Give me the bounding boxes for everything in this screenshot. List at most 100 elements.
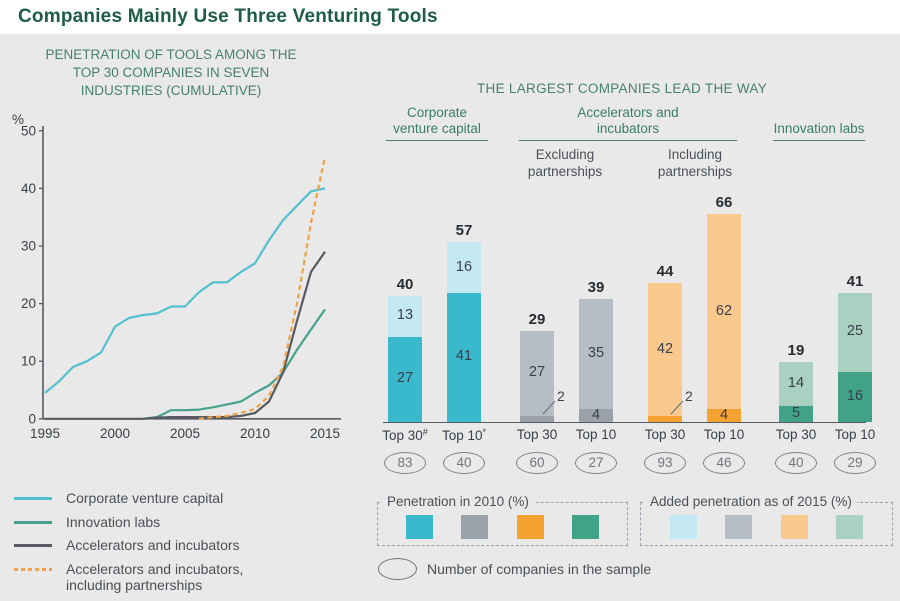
line-series-2 bbox=[45, 251, 326, 420]
bar-segment-added-2015 bbox=[779, 362, 813, 407]
sample-size-oval: 83 bbox=[384, 452, 426, 474]
sample-size-value: 83 bbox=[397, 455, 413, 470]
line-legend-item-1: Innovation labs bbox=[14, 514, 296, 531]
subheader-excluding-partnerships: Excluding partnerships bbox=[527, 147, 603, 179]
bar-added-value: 42 bbox=[656, 340, 674, 357]
group-header-accelerators: Accelerators and incubators bbox=[519, 102, 737, 141]
line-chart-title: PENETRATION OF TOOLS AMONG THE TOP 30 CO… bbox=[45, 47, 297, 98]
line-legend-label: Innovation labs bbox=[66, 513, 161, 530]
bar-base-value: 4 bbox=[719, 406, 729, 423]
line-legend-item-2: Accelerators and incubators bbox=[14, 537, 296, 554]
legend-swatches-2010 bbox=[378, 503, 627, 545]
bar-added-value: 14 bbox=[787, 375, 805, 392]
legend-box-2015: Added penetration as of 2015 (%) bbox=[640, 494, 893, 546]
group-header-innovation-labs-label: Innovation labs bbox=[773, 121, 865, 136]
line-swatch-icon bbox=[14, 520, 52, 524]
bar-segment-2010 bbox=[520, 415, 554, 422]
group-header-innovation-labs: Innovation labs bbox=[773, 102, 865, 141]
sample-oval-icon bbox=[378, 558, 417, 580]
bar-added-value: 27 bbox=[528, 364, 546, 381]
bar-x-label: Top 30# bbox=[382, 427, 428, 443]
bar-chart-baseline bbox=[383, 421, 866, 423]
sample-legend-label: Number of companies in the sample bbox=[427, 561, 652, 577]
line-legend-label: Accelerators and incubators bbox=[66, 537, 240, 553]
bar-base-value-callout: 2 bbox=[557, 387, 565, 404]
x-tick-label: 2010 bbox=[240, 426, 270, 441]
swatch-2010-icon bbox=[516, 515, 544, 539]
sample-size-value: 40 bbox=[456, 455, 472, 470]
sample-legend: Number of companies in the sample bbox=[378, 558, 651, 580]
bar-segment-added-2015 bbox=[447, 242, 481, 293]
swatch-2010-icon bbox=[406, 515, 434, 539]
y-tick-label: 30 bbox=[21, 239, 36, 254]
callout-line-icon bbox=[542, 400, 556, 415]
bar-segment-added-2015 bbox=[579, 299, 613, 410]
legend-swatches-2015 bbox=[641, 503, 892, 545]
sample-size-oval: 93 bbox=[644, 452, 686, 474]
y-tick-label: 10 bbox=[21, 354, 36, 369]
bar-x-label: Top 10 bbox=[575, 427, 617, 442]
bar-base-value: 4 bbox=[591, 406, 601, 423]
y-axis-unit-label: % bbox=[12, 112, 24, 127]
bar-segment-2010 bbox=[579, 409, 613, 422]
bar-base-value: 16 bbox=[846, 387, 864, 404]
bar-total-label: 44 bbox=[656, 263, 674, 281]
bar-total-label: 66 bbox=[715, 194, 733, 212]
bar-segment-added-2015 bbox=[388, 296, 422, 337]
legend-box-2010: Penetration in 2010 (%) bbox=[377, 494, 628, 546]
bar-added-value: 25 bbox=[846, 323, 864, 340]
bar-total-label: 57 bbox=[455, 222, 473, 240]
penetration-line-chart: % 0 10 20 30 40 50 1995 2000 2005 2010 2015 bbox=[12, 112, 341, 441]
group-header-cvc-label: Corporate venture capital bbox=[393, 105, 481, 136]
bar-x-label: Top 10* bbox=[441, 427, 487, 443]
bar-added-value: 16 bbox=[455, 258, 473, 275]
bar-x-label: Top 30 bbox=[644, 427, 686, 442]
sample-size-value: 27 bbox=[588, 455, 604, 470]
sample-size-oval: 60 bbox=[516, 452, 558, 474]
bar-base-value: 41 bbox=[455, 348, 473, 365]
swatch-2015-icon bbox=[780, 515, 808, 539]
line-legend-label: Accelerators and incubators, including p… bbox=[66, 560, 244, 594]
y-tick-label: 0 bbox=[28, 411, 36, 426]
legend-box-2010-label: Penetration in 2010 (%) bbox=[382, 494, 534, 509]
bar-total-label: 40 bbox=[396, 276, 414, 293]
group-header-cvc: Corporate venture capital bbox=[386, 102, 488, 141]
bar-chart-title: THE LARGEST COMPANIES LEAD THE WAY bbox=[476, 81, 767, 96]
line-legend-item-0: Corporate venture capital bbox=[14, 490, 296, 507]
line-chart-legend: Corporate venture capital Innovation labs… bbox=[14, 490, 296, 601]
bar-base-value: 27 bbox=[396, 370, 414, 387]
sample-size-oval: 46 bbox=[703, 452, 745, 474]
bar-total-label: 29 bbox=[528, 310, 546, 328]
swatch-2015-icon bbox=[725, 515, 753, 539]
sample-size-oval: 40 bbox=[775, 452, 817, 474]
dashed-line-swatch-icon bbox=[14, 567, 52, 571]
sample-size-value: 40 bbox=[788, 455, 804, 470]
x-tick-label: 2015 bbox=[310, 426, 340, 441]
bar-added-value: 13 bbox=[396, 307, 414, 324]
bar-base-value: 5 bbox=[791, 405, 801, 422]
line-series-3 bbox=[198, 156, 327, 420]
sample-size-oval: 29 bbox=[834, 452, 876, 474]
sample-size-value: 29 bbox=[847, 455, 863, 470]
footnote-marker: * bbox=[482, 427, 487, 437]
y-tick-label: 50 bbox=[21, 123, 36, 138]
sample-size-value: 93 bbox=[657, 455, 673, 470]
bar-segment-2010 bbox=[779, 406, 813, 422]
title-band: Companies Mainly Use Three Venturing Too… bbox=[0, 0, 900, 34]
page-title: Companies Mainly Use Three Venturing Too… bbox=[18, 6, 438, 27]
bar-x-label: Top 10 bbox=[834, 427, 876, 442]
x-tick-label: 2000 bbox=[100, 426, 130, 441]
bar-total-label: 39 bbox=[587, 279, 605, 297]
line-swatch-icon bbox=[14, 544, 52, 547]
bar-segment-2010 bbox=[648, 415, 682, 422]
x-tick-label: 2005 bbox=[170, 426, 200, 441]
y-tick-label: 20 bbox=[21, 296, 36, 311]
line-legend-item-3: Accelerators and incubators, including p… bbox=[14, 561, 296, 594]
bar-base-value-callout: 2 bbox=[685, 387, 693, 404]
bar-total-label: 41 bbox=[846, 272, 864, 290]
swatch-2015-icon bbox=[669, 515, 697, 539]
bar-x-label: Top 30 bbox=[775, 427, 817, 442]
sample-size-value: 60 bbox=[529, 455, 545, 470]
sample-size-oval: 40 bbox=[443, 452, 485, 474]
line-swatch-icon bbox=[14, 497, 52, 500]
